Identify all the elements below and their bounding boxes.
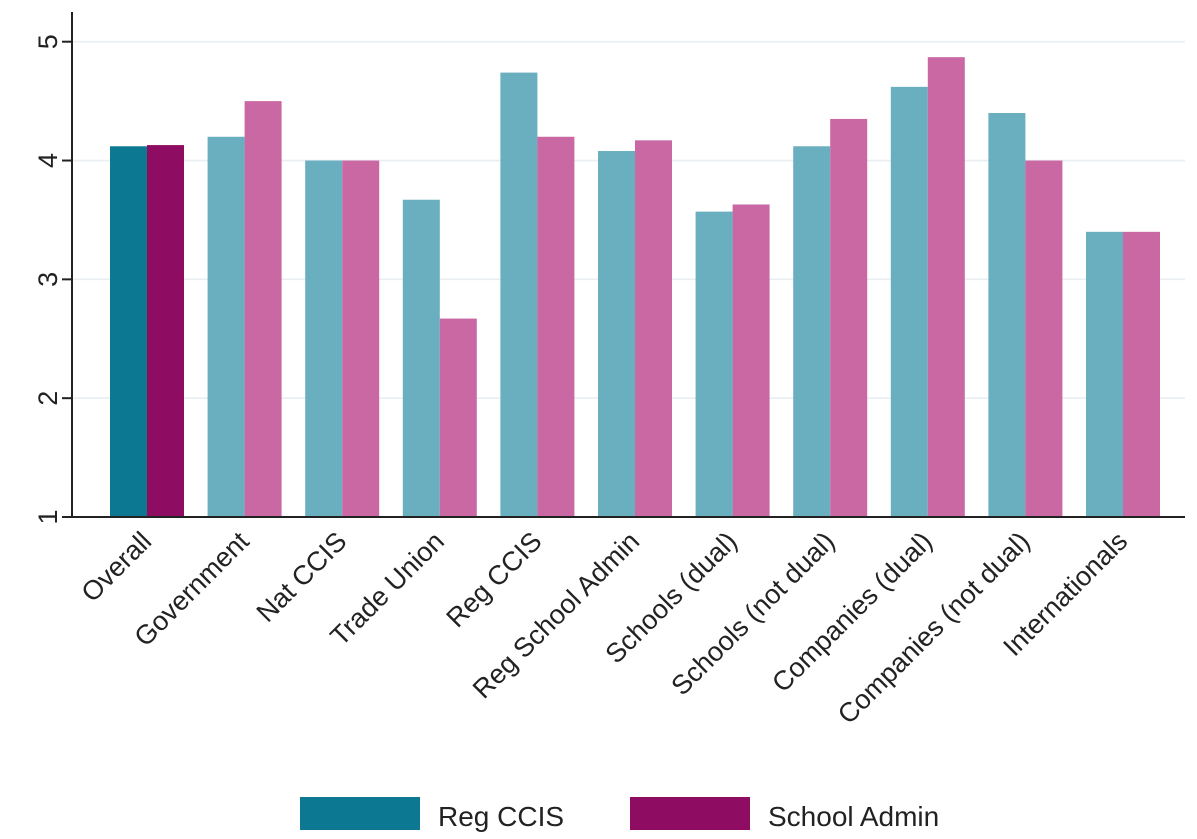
bar-government-reg-ccis bbox=[208, 137, 245, 517]
x-tick-label-companies-dual: Companies (dual) bbox=[766, 526, 938, 698]
x-tick-label-schools-not-dual: Schools (not dual) bbox=[665, 526, 840, 701]
bar-companies-dual-school-admin bbox=[928, 57, 965, 517]
bar-trade-union-school-admin bbox=[440, 319, 477, 517]
bar-companies-not-dual-school-admin bbox=[1025, 161, 1062, 517]
bar-reg-ccis-reg-ccis bbox=[500, 73, 537, 517]
y-tick-label: 1 bbox=[33, 509, 63, 524]
bar-schools-not-dual-school-admin bbox=[830, 119, 867, 517]
bar-companies-not-dual-reg-ccis bbox=[988, 113, 1025, 517]
x-tick-label-overall: Overall bbox=[76, 526, 158, 608]
bar-nat-ccis-reg-ccis bbox=[305, 161, 342, 517]
bar-government-school-admin bbox=[245, 101, 282, 517]
bars bbox=[110, 57, 1160, 517]
bar-overall-reg-ccis bbox=[110, 146, 147, 517]
bar-companies-dual-reg-ccis bbox=[891, 87, 928, 517]
bar-schools-not-dual-reg-ccis bbox=[793, 146, 830, 517]
bar-reg-school-admin-reg-ccis bbox=[598, 151, 635, 517]
bar-trade-union-reg-ccis bbox=[403, 200, 440, 517]
y-tick-label: 3 bbox=[33, 272, 63, 287]
bar-reg-school-admin-school-admin bbox=[635, 140, 672, 517]
legend-swatch-reg-ccis bbox=[300, 797, 420, 830]
bar-internationals-reg-ccis bbox=[1086, 232, 1123, 517]
bar-schools-dual-reg-ccis bbox=[696, 212, 733, 517]
legend: Reg CCIS School Admin bbox=[300, 797, 939, 832]
x-tick-label-reg-school-admin: Reg School Admin bbox=[467, 526, 645, 704]
y-axis-ticks: 1 2 3 4 5 bbox=[33, 34, 72, 524]
bar-reg-ccis-school-admin bbox=[537, 137, 574, 517]
y-tick-label: 4 bbox=[33, 153, 63, 168]
y-tick-label: 2 bbox=[33, 391, 63, 406]
bar-overall-school-admin bbox=[147, 145, 184, 517]
x-tick-label-nat-ccis: Nat CCIS bbox=[251, 526, 353, 628]
y-tick-label: 5 bbox=[33, 34, 63, 49]
bar-schools-dual-school-admin bbox=[733, 204, 770, 517]
legend-label-reg-ccis: Reg CCIS bbox=[438, 801, 564, 832]
x-tick-label-companies-not-dual: Companies (not dual) bbox=[832, 526, 1036, 730]
bar-nat-ccis-school-admin bbox=[342, 161, 379, 517]
legend-label-school-admin: School Admin bbox=[768, 801, 939, 832]
legend-swatch-school-admin bbox=[630, 797, 750, 830]
bar-internationals-school-admin bbox=[1123, 232, 1160, 517]
